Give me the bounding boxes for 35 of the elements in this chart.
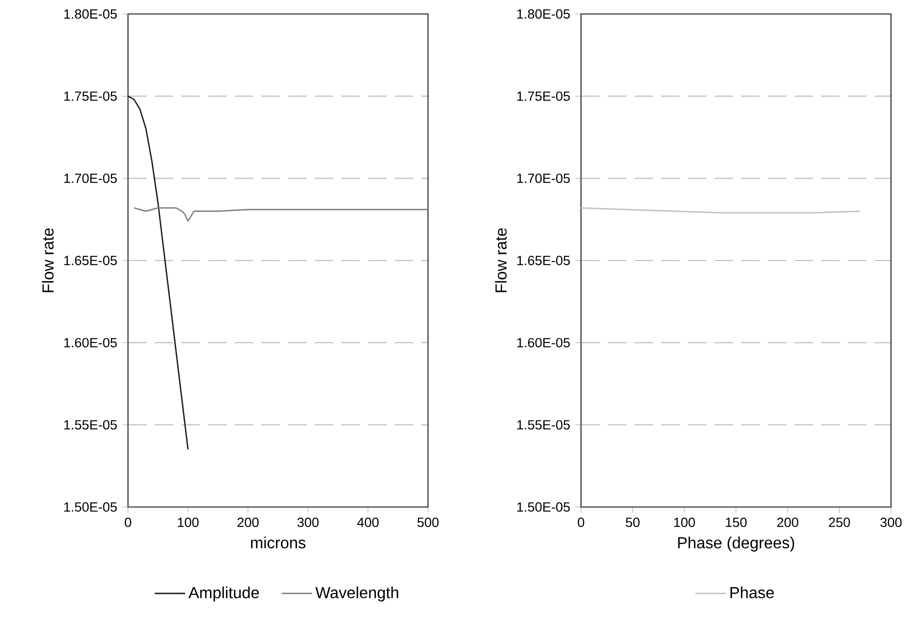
y-tick-label: 1.60E-05 xyxy=(64,338,117,348)
x-tick-label: 200 xyxy=(238,518,259,528)
x-tick-label: 200 xyxy=(777,518,798,528)
y-axis-title: Flow rate xyxy=(42,228,54,292)
x-tick-label: 100 xyxy=(674,518,695,528)
y-tick-label: 1.60E-05 xyxy=(517,338,570,348)
x-tick-label: 300 xyxy=(880,518,902,528)
x-tick-label: 300 xyxy=(297,518,319,528)
y-tick-label: 1.50E-05 xyxy=(517,502,570,512)
x-tick-label: 150 xyxy=(726,518,747,528)
y-tick-label: 1.75E-05 xyxy=(517,91,570,101)
x-tick-label: 500 xyxy=(417,518,439,528)
line-series xyxy=(128,95,189,450)
x-tick-label: 100 xyxy=(178,518,199,528)
x-tick-label: 250 xyxy=(828,518,850,528)
x-tick-label: 400 xyxy=(357,518,379,528)
y-tick-label: 1.75E-05 xyxy=(64,91,117,101)
legend-label: Phase xyxy=(730,586,774,598)
y-tick-label: 1.70E-05 xyxy=(64,174,117,184)
y-axis-title: Flow rate xyxy=(494,228,507,292)
x-tick-label: 0 xyxy=(124,518,132,528)
y-tick-label: 1.65E-05 xyxy=(517,256,570,266)
x-axis-title: microns xyxy=(251,536,306,548)
x-tick-label: 50 xyxy=(626,518,640,528)
x-axis-title: Phase (degrees) xyxy=(678,536,794,552)
legend-label: Wavelength xyxy=(315,586,398,602)
y-tick-label: 1.70E-05 xyxy=(517,174,570,184)
y-tick-label: 1.80E-05 xyxy=(517,9,570,19)
y-tick-label: 1.50E-05 xyxy=(64,502,117,512)
legend-label: Amplitude xyxy=(188,586,259,602)
y-tick-label: 1.80E-05 xyxy=(64,9,117,19)
y-tick-label: 1.55E-05 xyxy=(517,420,570,430)
x-tick-label: 0 xyxy=(578,518,584,528)
y-tick-label: 1.65E-05 xyxy=(64,256,117,266)
y-tick-label: 1.55E-05 xyxy=(64,420,117,430)
